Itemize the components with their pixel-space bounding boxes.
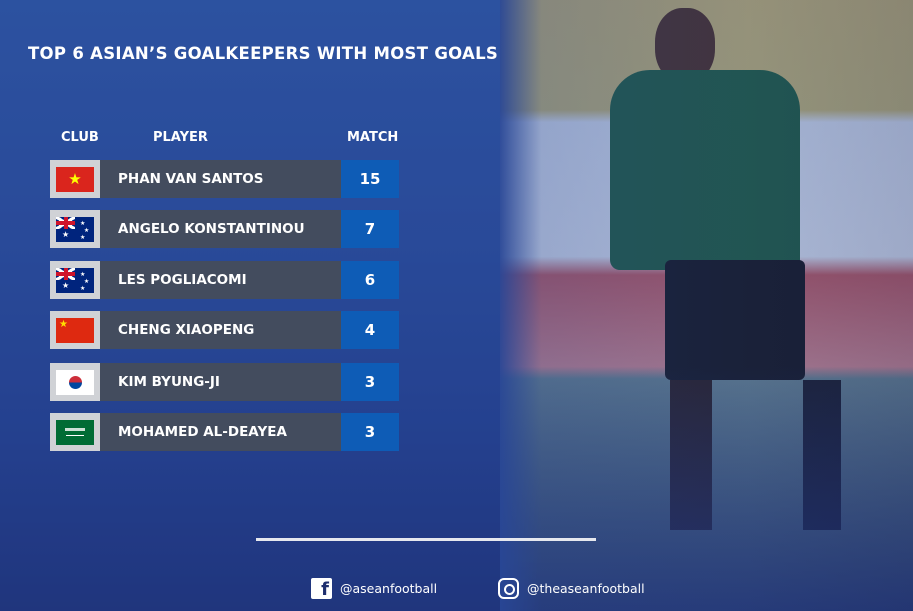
player-name: MOHAMED AL-DEAYEA bbox=[100, 413, 341, 451]
instagram-handle-text: @theaseanfootball bbox=[527, 581, 645, 596]
match-count: 4 bbox=[341, 311, 399, 349]
club-cell: ★ bbox=[50, 160, 100, 198]
player-name: LES POGLIACOMI bbox=[100, 261, 341, 299]
player-name: KIM BYUNG-JI bbox=[100, 363, 341, 401]
australia-flag-icon: ★ ★ ★ ★ bbox=[56, 267, 94, 293]
instagram-handle[interactable]: @theaseanfootball bbox=[498, 578, 645, 599]
header-player: PLAYER bbox=[153, 130, 208, 145]
facebook-icon: f bbox=[311, 578, 332, 599]
table-row: MOHAMED AL-DEAYEA 3 bbox=[50, 413, 399, 451]
table-row: ★ ★ ★ ★ ANGELO KONSTANTINOU 7 bbox=[50, 210, 399, 248]
saudi-arabia-flag-icon bbox=[56, 419, 94, 445]
divider bbox=[256, 538, 596, 541]
table-row: ★ CHENG XIAOPENG 4 bbox=[50, 311, 399, 349]
table-row: ★ PHAN VAN SANTOS 15 bbox=[50, 160, 399, 198]
match-count: 6 bbox=[341, 261, 399, 299]
south-korea-flag-icon bbox=[56, 369, 94, 395]
player-name: CHENG XIAOPENG bbox=[100, 311, 341, 349]
match-count: 7 bbox=[341, 210, 399, 248]
match-count: 3 bbox=[341, 413, 399, 451]
photo-overlay bbox=[500, 0, 913, 611]
club-cell bbox=[50, 413, 100, 451]
page-title: TOP 6 ASIAN’S GOALKEEPERS WITH MOST GOAL… bbox=[28, 44, 499, 63]
facebook-handle-text: @aseanfootball bbox=[340, 581, 438, 596]
instagram-icon bbox=[498, 578, 519, 599]
club-cell bbox=[50, 363, 100, 401]
left-panel bbox=[0, 0, 500, 611]
header-match: MATCH bbox=[347, 130, 399, 145]
china-flag-icon: ★ bbox=[56, 317, 94, 343]
club-cell: ★ bbox=[50, 311, 100, 349]
vietnam-flag-icon: ★ bbox=[56, 166, 94, 192]
match-count: 3 bbox=[341, 363, 399, 401]
facebook-handle[interactable]: f @aseanfootball bbox=[311, 578, 437, 599]
match-count: 15 bbox=[341, 160, 399, 198]
table-row: ★ ★ ★ ★ LES POGLIACOMI 6 bbox=[50, 261, 399, 299]
header-club: CLUB bbox=[61, 130, 99, 145]
club-cell: ★ ★ ★ ★ bbox=[50, 261, 100, 299]
table-row: KIM BYUNG-JI 3 bbox=[50, 363, 399, 401]
club-cell: ★ ★ ★ ★ bbox=[50, 210, 100, 248]
player-name: ANGELO KONSTANTINOU bbox=[100, 210, 341, 248]
australia-flag-icon: ★ ★ ★ ★ bbox=[56, 216, 94, 242]
player-name: PHAN VAN SANTOS bbox=[100, 160, 341, 198]
